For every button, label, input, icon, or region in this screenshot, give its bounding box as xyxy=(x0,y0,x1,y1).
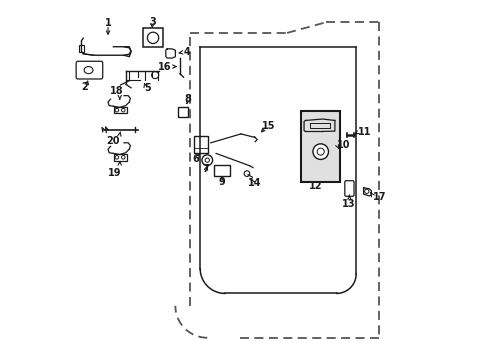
Text: 9: 9 xyxy=(218,177,225,187)
Circle shape xyxy=(202,155,212,166)
Text: 6: 6 xyxy=(192,154,199,165)
Circle shape xyxy=(205,158,209,162)
Bar xyxy=(79,45,84,52)
Bar xyxy=(114,154,126,161)
Text: 17: 17 xyxy=(372,192,386,202)
Text: 12: 12 xyxy=(308,181,322,191)
Circle shape xyxy=(121,108,125,112)
Bar xyxy=(213,165,229,176)
Text: 15: 15 xyxy=(261,121,275,131)
Text: 3: 3 xyxy=(149,17,155,27)
Text: 18: 18 xyxy=(110,86,123,96)
Bar xyxy=(301,111,340,182)
Text: 2: 2 xyxy=(81,82,87,92)
Circle shape xyxy=(317,148,324,155)
Circle shape xyxy=(312,144,328,159)
Text: 20: 20 xyxy=(106,136,119,146)
FancyBboxPatch shape xyxy=(76,61,102,79)
Bar xyxy=(194,136,208,153)
Ellipse shape xyxy=(84,67,93,74)
Bar xyxy=(178,107,188,117)
Text: 19: 19 xyxy=(108,168,122,178)
Circle shape xyxy=(115,108,119,112)
Circle shape xyxy=(244,171,249,176)
Text: 8: 8 xyxy=(184,94,191,104)
Text: 11: 11 xyxy=(357,127,371,137)
Text: 14: 14 xyxy=(247,178,261,188)
FancyBboxPatch shape xyxy=(344,181,353,196)
Bar xyxy=(143,28,163,47)
Circle shape xyxy=(151,72,159,78)
Circle shape xyxy=(121,156,125,159)
Text: 13: 13 xyxy=(342,199,355,210)
Text: 16: 16 xyxy=(157,62,171,72)
Bar xyxy=(114,107,126,113)
Text: 7: 7 xyxy=(202,165,208,174)
Text: 1: 1 xyxy=(104,18,111,28)
Circle shape xyxy=(115,156,119,159)
Text: 10: 10 xyxy=(336,140,349,149)
Circle shape xyxy=(147,32,159,44)
Text: 4: 4 xyxy=(183,47,190,57)
Text: 5: 5 xyxy=(144,83,151,93)
Circle shape xyxy=(364,189,368,193)
